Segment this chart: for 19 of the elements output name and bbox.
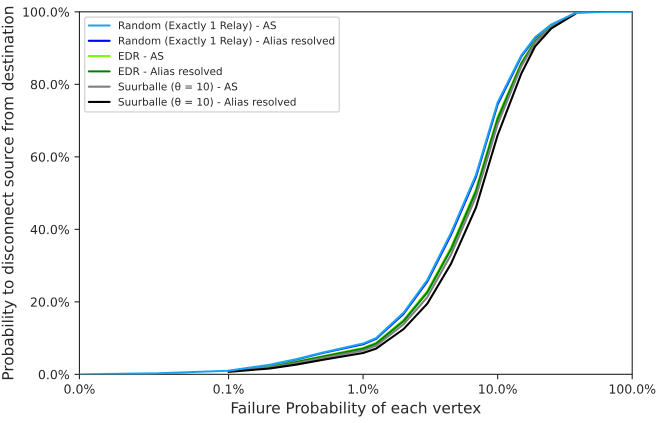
y-axis-title: Probability to disconnect source from destination — [2, 6, 16, 380]
x-tick-label: 100.0% — [610, 384, 656, 394]
x-tick-label: 0.0% — [64, 384, 95, 394]
x-tick-label: 10.0% — [479, 384, 517, 394]
y-tick-label: 100.0% — [23, 7, 70, 17]
x-tick-label: 0.1% — [213, 384, 244, 394]
legend-label: EDR - Alias resolved — [119, 67, 222, 76]
y-tick-label: 20.0% — [30, 297, 70, 307]
y-tick-label: 40.0% — [30, 224, 70, 234]
y-tick-label: 60.0% — [30, 152, 70, 162]
legend-label: Suurballe (θ = 10) - AS — [118, 82, 238, 92]
y-tick-label: 80.0% — [30, 80, 70, 90]
x-axis-title: Failure Probability of each vertex — [232, 402, 481, 417]
legend-label: Random (Exactly 1 Relay) - AS — [119, 21, 276, 32]
x-tick-label: 1.0% — [348, 384, 378, 394]
y-tick-label: 0.0% — [38, 370, 70, 380]
legend-label: EDR - AS — [119, 52, 164, 60]
legend-label: Suurballe (θ = 10) - Alias resolved — [118, 98, 296, 107]
legend-label: Random (Exactly 1 Relay) - Alias resolved — [119, 36, 334, 47]
